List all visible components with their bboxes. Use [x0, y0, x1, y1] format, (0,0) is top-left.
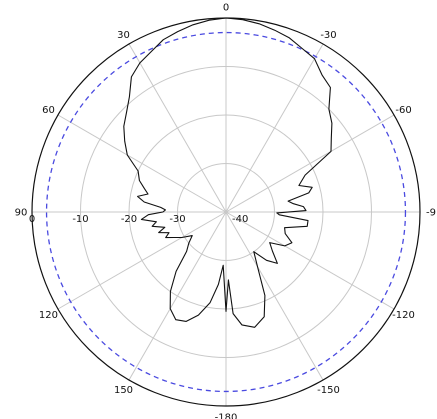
angle-tick-label: -120 — [392, 310, 415, 321]
radial-tick-label: -30 — [169, 214, 185, 225]
reference-circle — [45, 31, 407, 393]
grid-spoke — [57, 114, 227, 213]
label-layer: 0 30 -30 60 -60 90 -9 120 -120 150 -150 -180 0 -10 -20… — [15, 3, 436, 419]
angle-tick-label: 60 — [42, 105, 55, 116]
angle-tick-label: -150 — [317, 385, 340, 396]
radial-tick-label: -40 — [232, 214, 248, 225]
radial-tick-label: -10 — [72, 214, 88, 225]
series-layer — [123, 17, 333, 328]
pattern-series-line — [123, 17, 333, 328]
angle-tick-label: -180 — [215, 413, 238, 419]
grid-spoke — [128, 211, 227, 381]
radial-tick-label: -20 — [121, 214, 137, 225]
angle-tick-label: 150 — [114, 385, 133, 396]
grid-spoke — [225, 211, 324, 381]
angle-tick-label: 30 — [117, 30, 130, 41]
grid-spoke — [225, 211, 395, 310]
grid-spoke — [225, 43, 324, 213]
angle-tick-label: 90 — [15, 208, 28, 219]
angle-tick-label: -60 — [395, 105, 411, 116]
radial-tick-label: 0 — [29, 214, 35, 225]
angle-tick-label: 120 — [39, 310, 58, 321]
grid-spoke — [57, 211, 227, 310]
grid-spoke — [128, 43, 227, 213]
angle-tick-label: -9 — [426, 208, 436, 219]
angle-tick-label: -30 — [320, 30, 336, 41]
grid-layer — [31, 17, 421, 407]
grid-spoke — [225, 114, 395, 213]
angle-tick-label: 0 — [223, 3, 229, 14]
